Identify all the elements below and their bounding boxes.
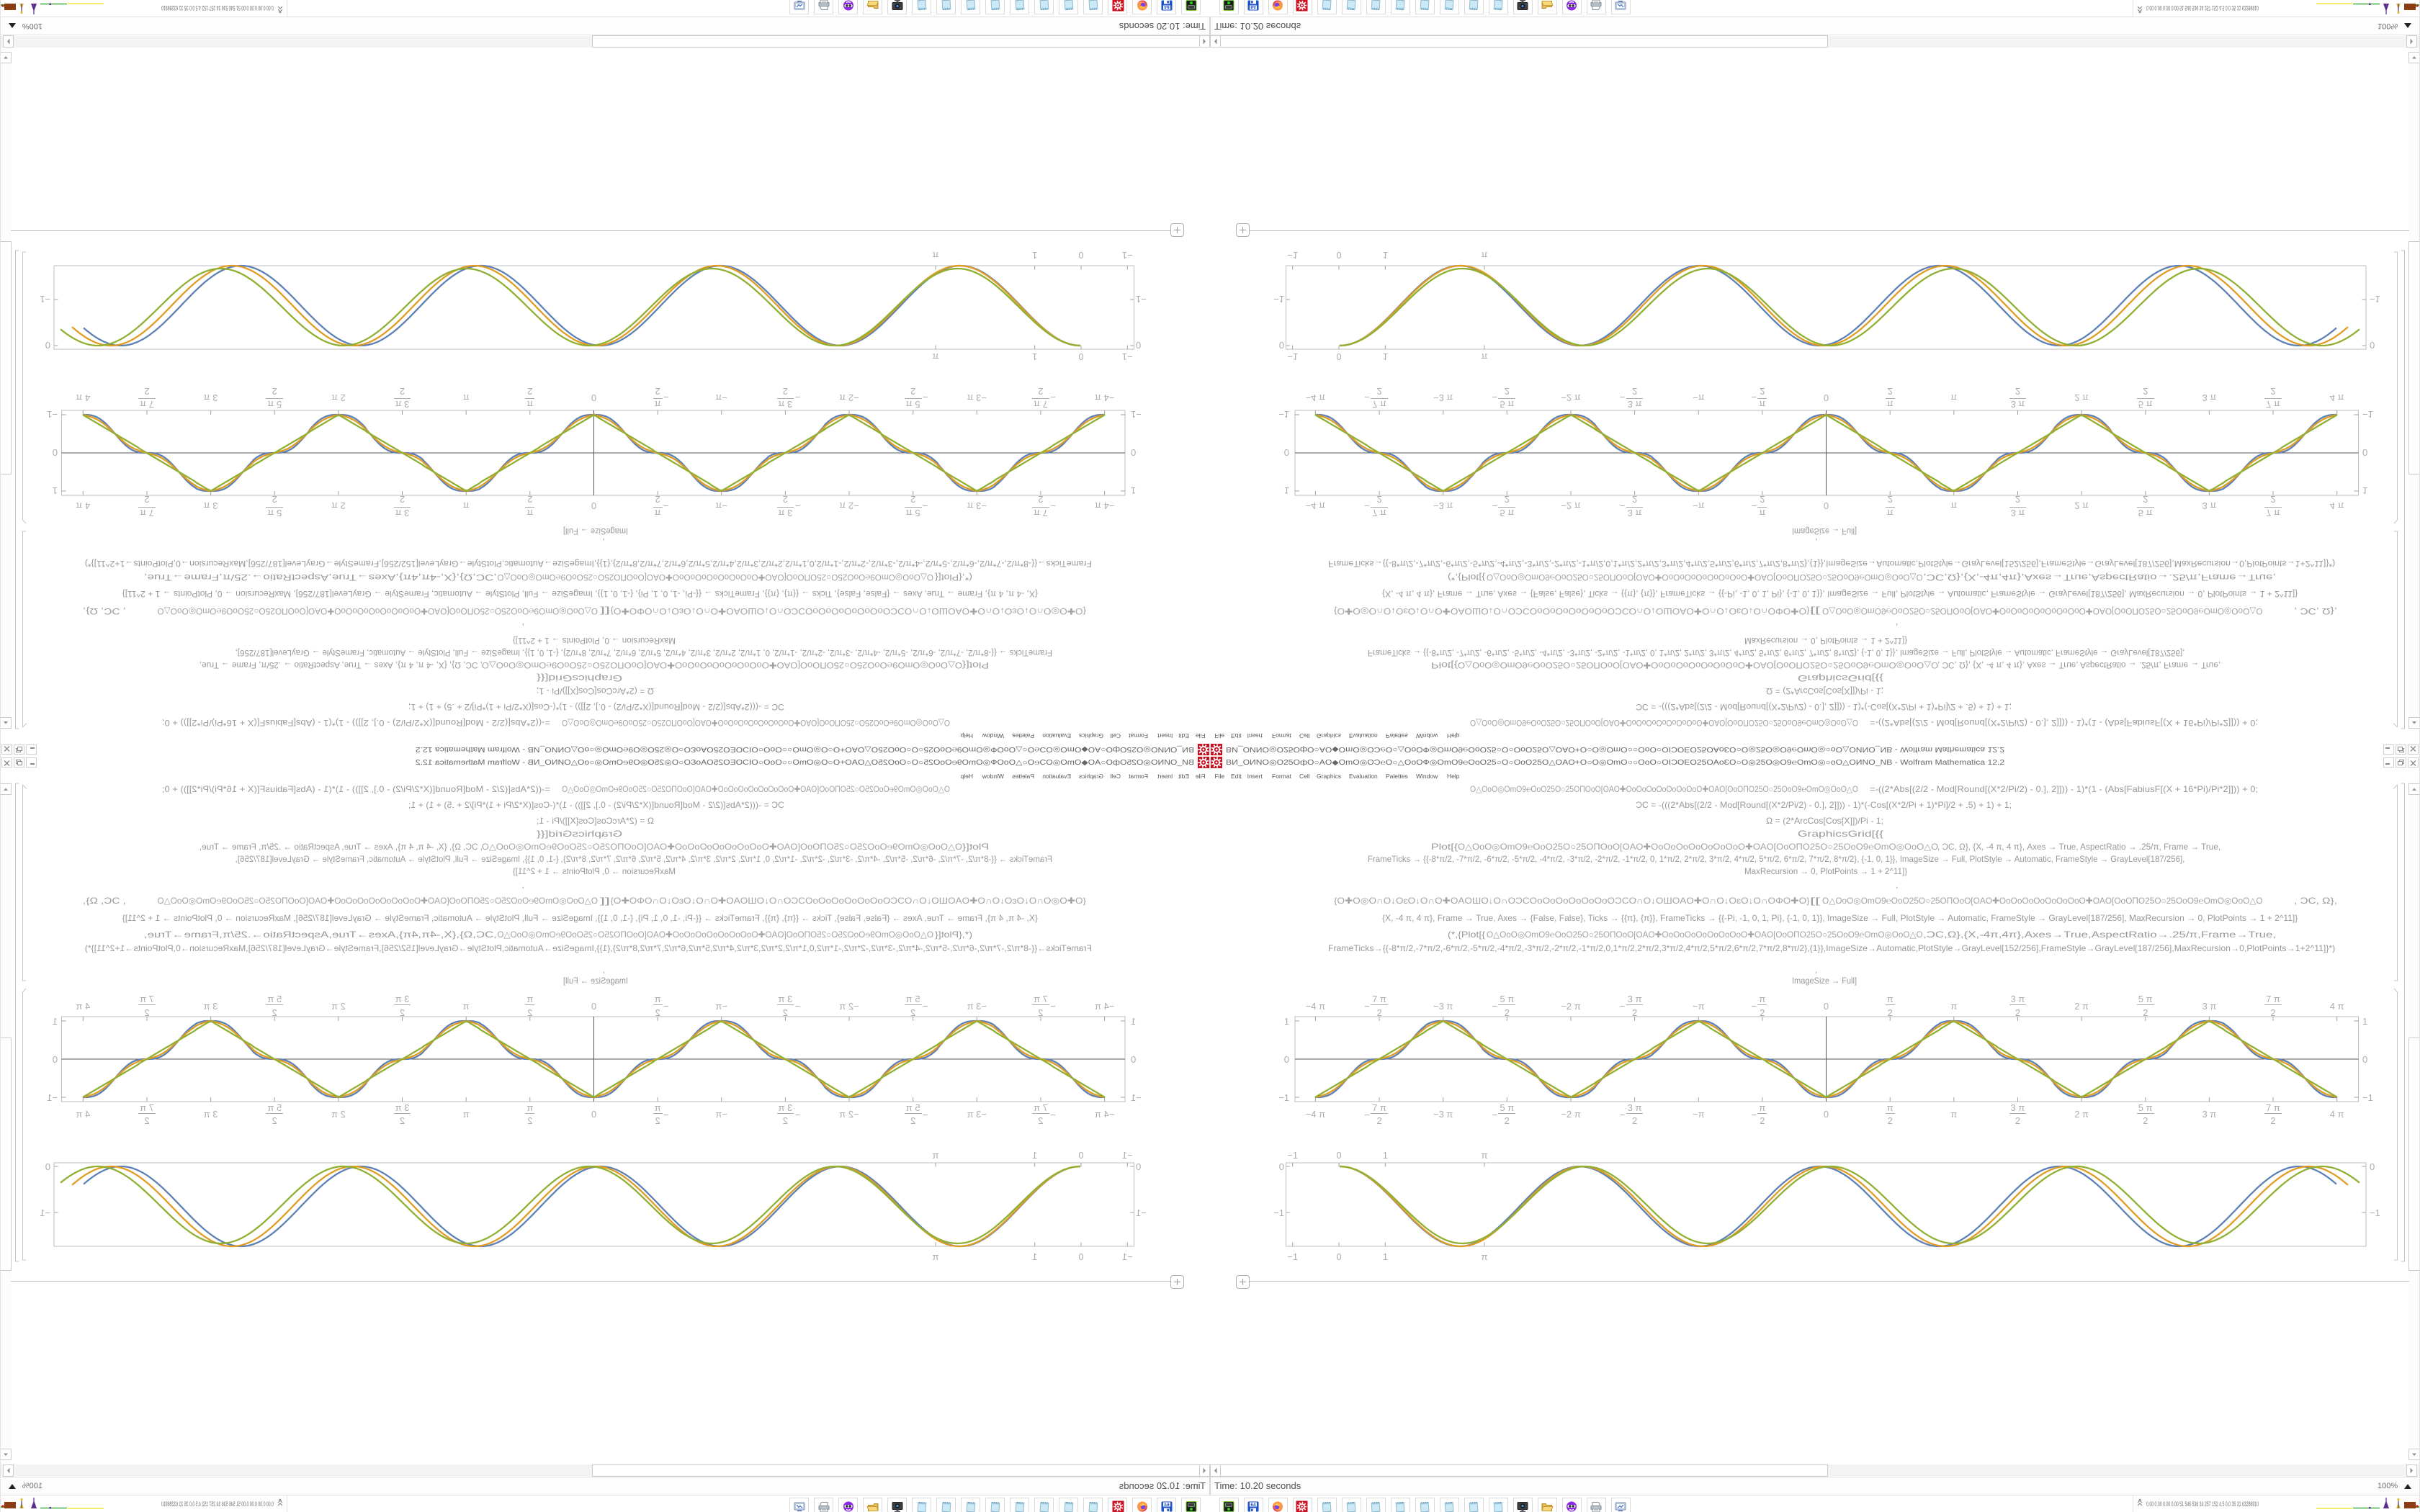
svg-text:64: 64 xyxy=(1164,4,1170,9)
svg-text:64: 64 xyxy=(1164,1503,1170,1508)
svg-text:64: 64 xyxy=(1250,4,1256,9)
svg-text:64: 64 xyxy=(1250,1503,1256,1508)
